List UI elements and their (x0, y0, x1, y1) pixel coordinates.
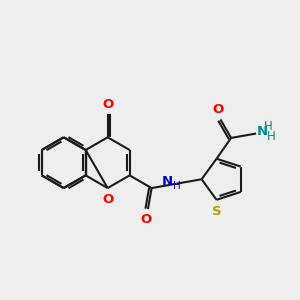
Text: S: S (212, 205, 221, 218)
Text: O: O (103, 193, 114, 206)
Text: N: N (162, 175, 173, 188)
Text: O: O (212, 103, 224, 116)
Text: N: N (256, 125, 268, 138)
Text: H: H (264, 120, 272, 133)
Text: H: H (267, 130, 276, 143)
Text: O: O (102, 98, 113, 111)
Text: O: O (141, 213, 152, 226)
Text: H: H (173, 181, 181, 191)
